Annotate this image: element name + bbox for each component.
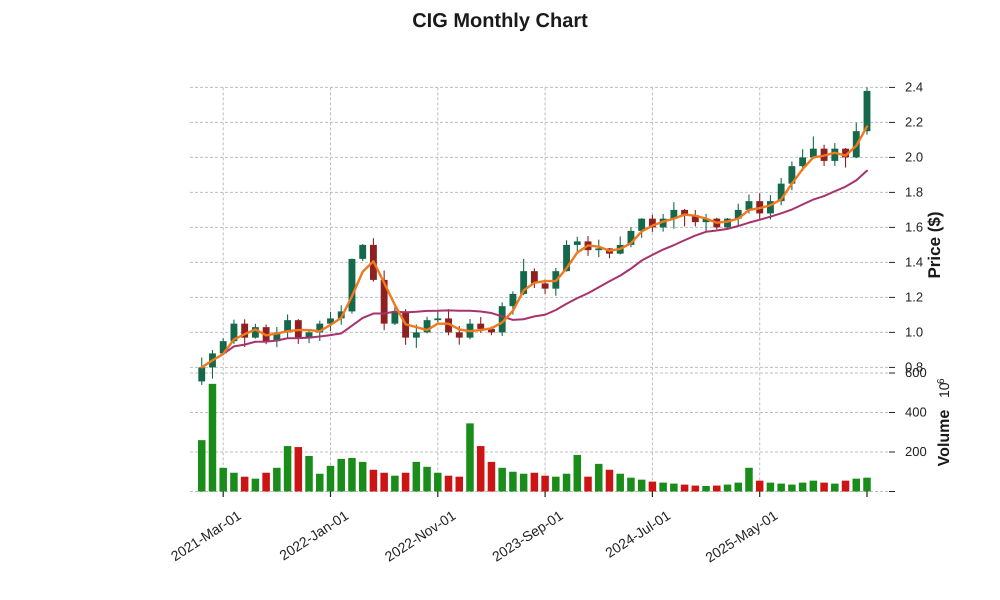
- svg-text:200: 200: [905, 444, 927, 459]
- svg-text:1.8: 1.8: [905, 184, 923, 199]
- svg-text:2.4: 2.4: [905, 79, 923, 94]
- svg-text:2.0: 2.0: [905, 149, 923, 164]
- svg-text:Volume: Volume: [936, 410, 953, 467]
- svg-text:400: 400: [905, 405, 927, 420]
- svg-text:1.2: 1.2: [905, 289, 923, 304]
- svg-text:1.6: 1.6: [905, 219, 923, 234]
- svg-text:2.2: 2.2: [905, 114, 923, 129]
- svg-text:Price ($): Price ($): [925, 211, 944, 278]
- svg-text:1.4: 1.4: [905, 254, 923, 269]
- svg-text:1.0: 1.0: [905, 324, 923, 339]
- svg-text:CIG Monthly Chart: CIG Monthly Chart: [412, 10, 588, 32]
- svg-text:6: 6: [936, 378, 947, 384]
- svg-text:600: 600: [905, 365, 927, 380]
